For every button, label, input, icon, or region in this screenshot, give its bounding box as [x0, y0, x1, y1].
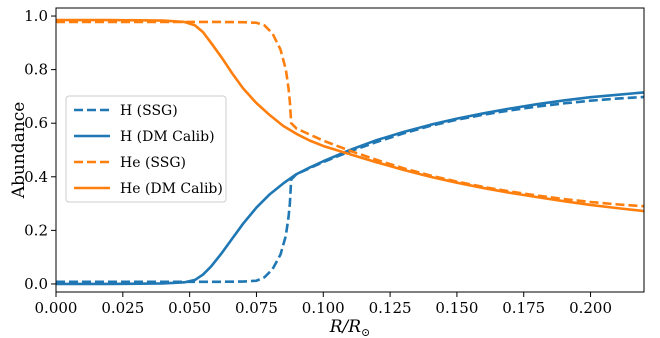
y-tick-label: 0.2 [24, 221, 48, 239]
legend-box [65, 95, 227, 203]
x-tick-label: 0.025 [101, 299, 144, 317]
series-line-h-dm-calib [56, 91, 644, 286]
x-tick-label: 0.100 [302, 299, 345, 317]
series-line-he-dm-calib [56, 18, 644, 213]
y-tick-label: 0.6 [24, 114, 48, 132]
x-tick-label: 0.175 [502, 299, 545, 317]
x-tick-label: 0.000 [35, 299, 78, 317]
x-tick-label: 0.050 [168, 299, 211, 317]
legend-label: H (DM Calib) [120, 129, 215, 145]
legend-label: He (DM Calib) [120, 181, 223, 197]
series-lines [56, 18, 644, 286]
x-axis-label: R/R⊙ [329, 317, 371, 338]
y-axis-ticks: 0.0 0.2 0.4 0.6 0.8 1.0 [24, 7, 56, 293]
x-tick-label: 0.075 [235, 299, 278, 317]
x-tick-label: 0.150 [435, 299, 478, 317]
y-tick-label: 0.4 [24, 168, 48, 186]
legend: H (SSG) H (DM Calib) He (SSG) He (DM Calib) [65, 95, 227, 203]
y-axis-label: Abundance [9, 102, 29, 200]
legend-label: He (SSG) [120, 155, 186, 171]
y-tick-label: 1.0 [24, 7, 48, 25]
series-line-he-ssg [56, 20, 644, 208]
legend-label: H (SSG) [120, 103, 178, 119]
x-axis-ticks: 0.000 0.025 0.050 0.075 0.100 0.125 0.150 0.175… [35, 292, 612, 317]
x-tick-label: 0.200 [569, 299, 612, 317]
x-tick-label: 0.125 [369, 299, 412, 317]
plot-frame [55, 7, 645, 293]
y-tick-label: 0.8 [24, 61, 48, 79]
y-tick-label: 0.0 [24, 275, 48, 293]
